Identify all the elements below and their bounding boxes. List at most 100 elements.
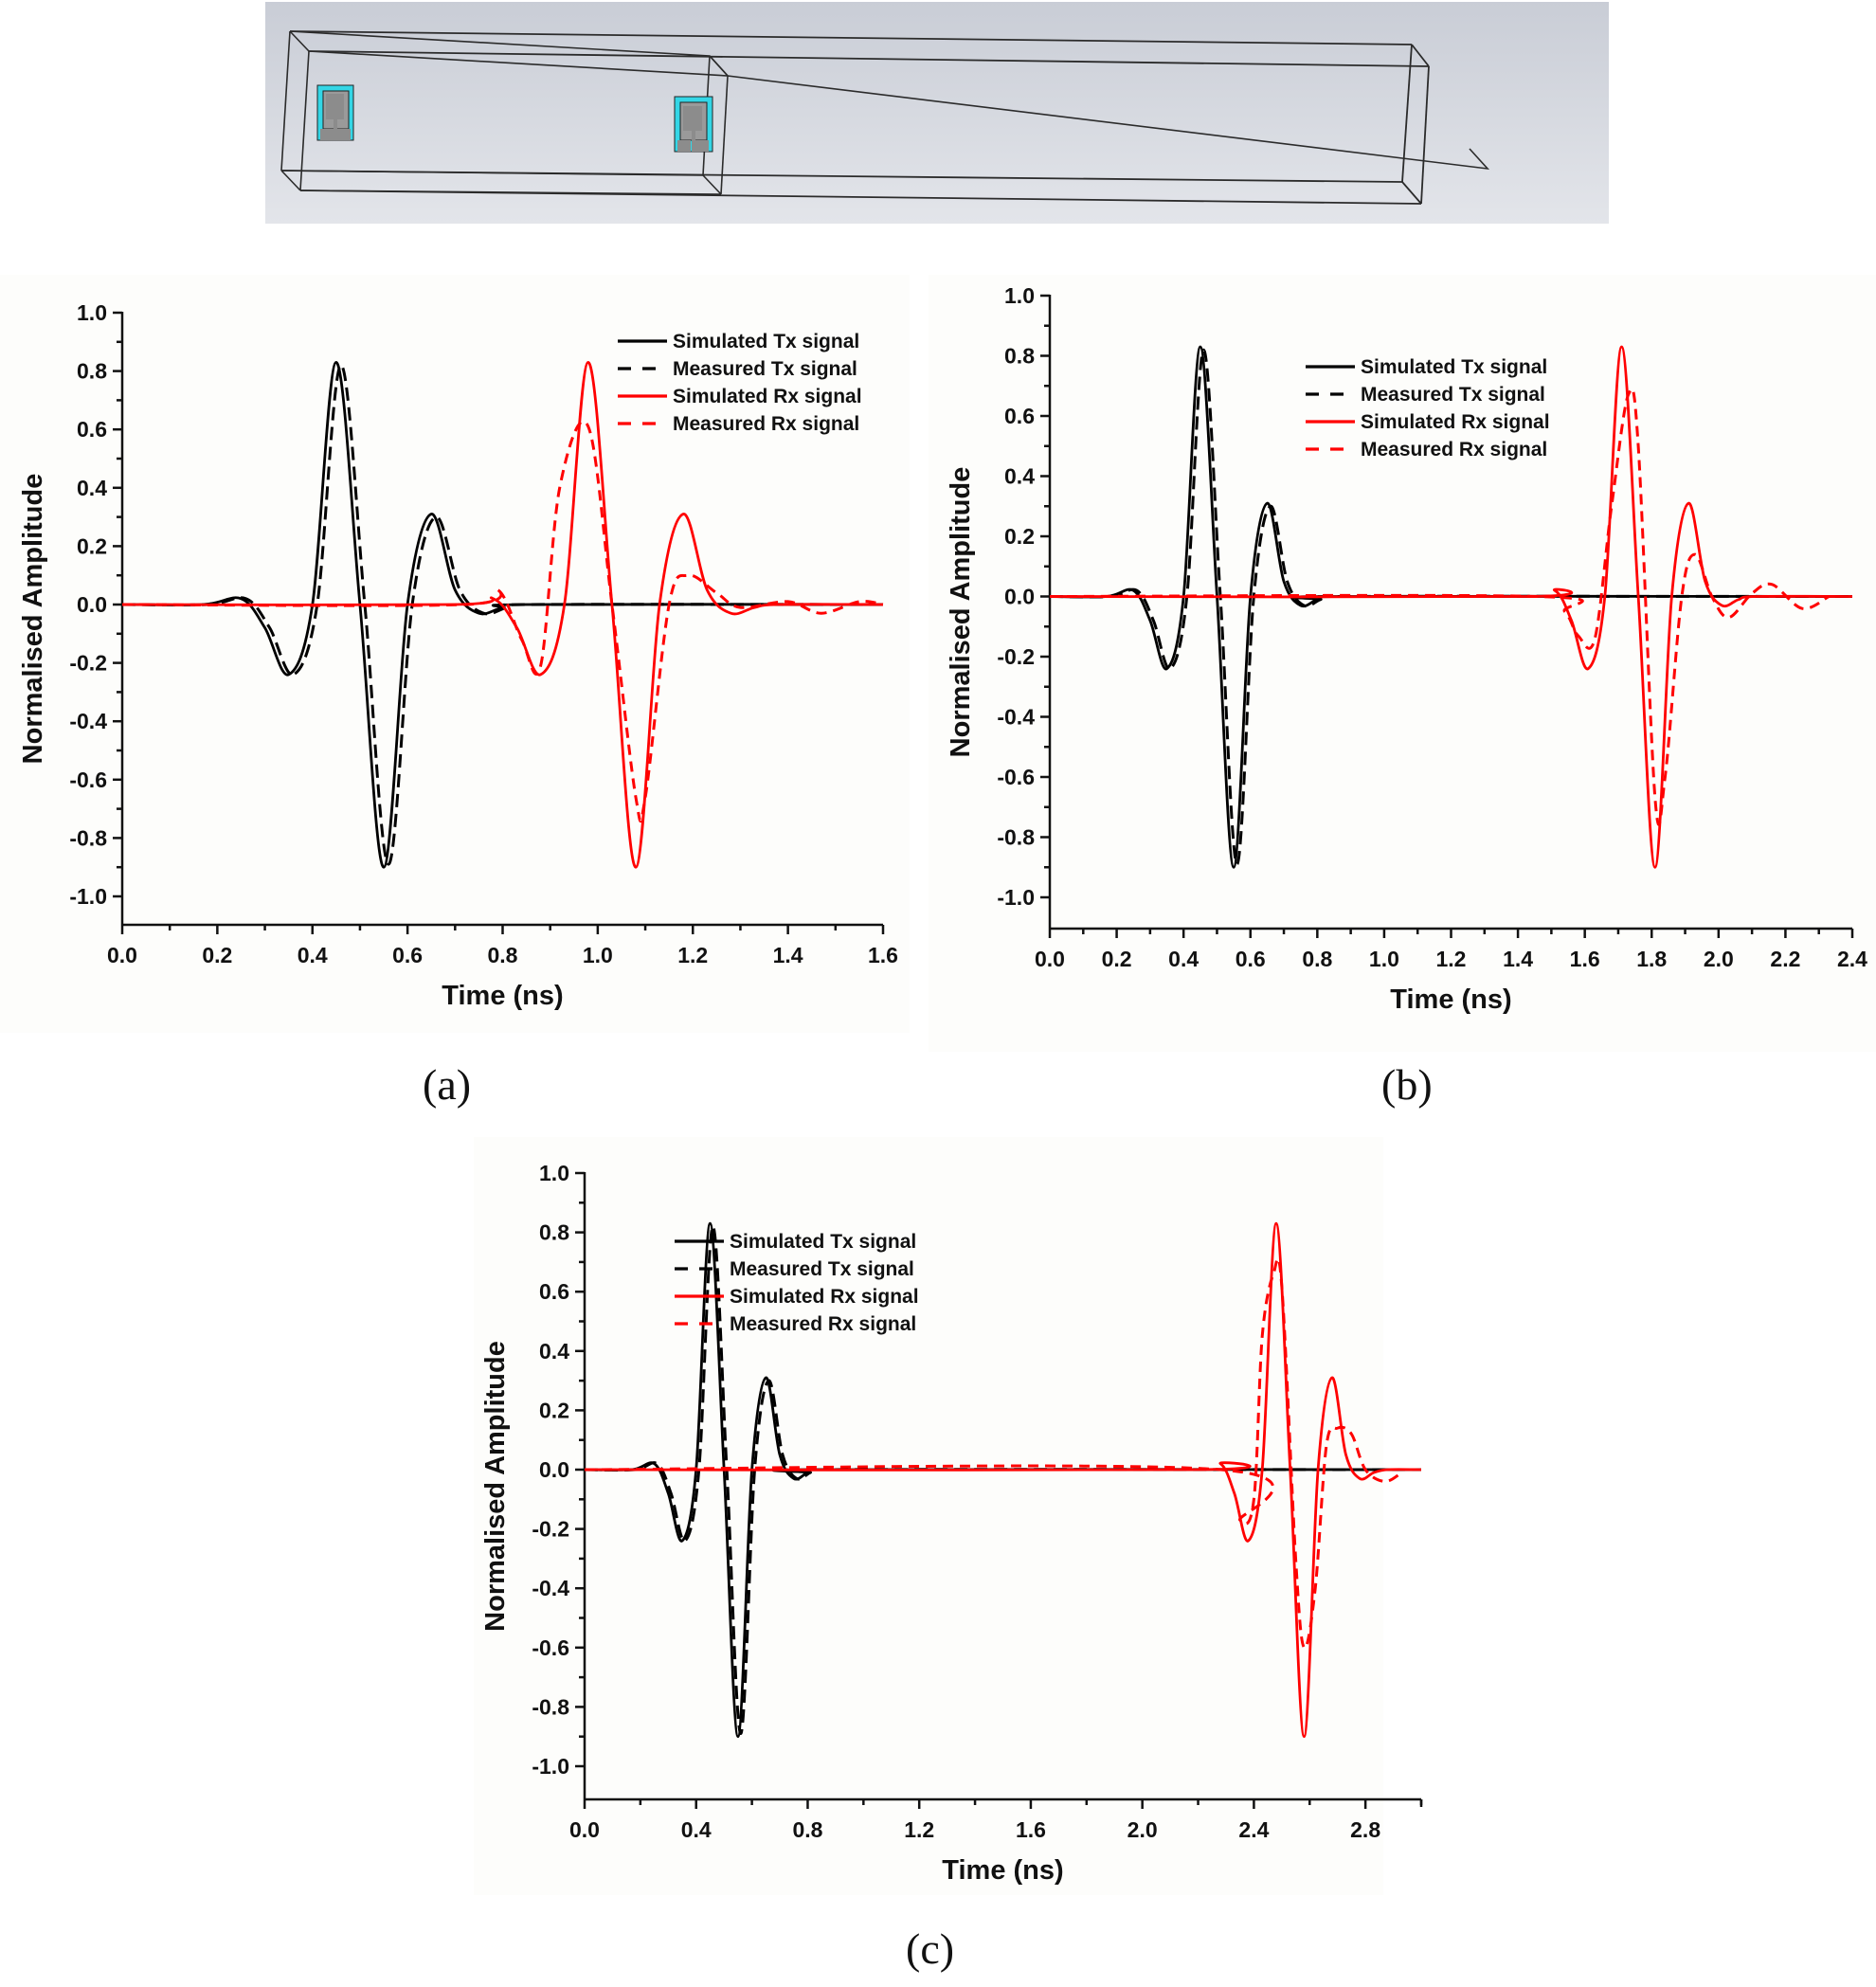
caption-c: (c) <box>906 1924 955 1973</box>
measured-tx-signal-line <box>121 363 884 866</box>
y-tick-label: 0.8 <box>1004 344 1035 369</box>
x-tick-label: 1.0 <box>583 943 613 967</box>
x-tick-label: 2.4 <box>1238 1817 1269 1842</box>
antenna-model-3d-view <box>265 2 1609 224</box>
chart-b-canvas: 1.0 0.8 0.6 0.4 0.2 0.0 -0.2 -0.4 -0.6 -0.8 -1.0 0.… <box>946 283 1867 1015</box>
chart-b: 1.0 0.8 0.6 0.4 0.2 0.0 -0.2 -0.4 -0.6 -0.8 -1.0 0.… <box>929 275 1876 1052</box>
y-tick-label: 1.0 <box>77 300 107 325</box>
legend-label: Measured Rx signal <box>730 1313 916 1335</box>
x-tick-label: 0.0 <box>1035 947 1065 971</box>
tx-antenna <box>316 84 354 141</box>
y-axis-label: Normalised Amplitude <box>18 474 48 765</box>
simulated-rx-signal-line <box>584 1221 1422 1739</box>
chart-a-canvas: 1.0 0.8 0.6 0.4 0.2 0.0 -0.2 -0.4 -0.6 -0.8 -1.0 0.… <box>18 300 898 1011</box>
chart-a: 1.0 0.8 0.6 0.4 0.2 0.0 -0.2 -0.4 -0.6 -0.8 -1.0 0.… <box>0 275 910 1033</box>
legend-label: Simulated Rx signal <box>730 1286 919 1308</box>
simulated-rx-signal-line <box>1049 345 1853 869</box>
x-axis-label: Time (ns) <box>1390 984 1511 1015</box>
y-tick-label: -0.8 <box>532 1694 569 1719</box>
legend-label: Simulated Tx signal <box>730 1231 916 1253</box>
x-tick-label: 2.8 <box>1350 1817 1380 1842</box>
chart-c-canvas: 1.0 0.8 0.6 0.4 0.2 0.0 -0.2 -0.4 -0.6 -0.8 -1.0 0.… <box>480 1161 1423 1886</box>
y-tick-label: 1.0 <box>1004 283 1035 308</box>
caption-b: (b) <box>1381 1060 1433 1109</box>
x-tick-label: 1.4 <box>1503 947 1533 971</box>
y-tick-label: 0.2 <box>539 1398 569 1422</box>
y-tick-label: 0.0 <box>77 592 107 617</box>
measured-rx-signal-line <box>1049 387 1831 826</box>
x-tick-label: 1.2 <box>1436 947 1467 971</box>
y-tick-label: -0.6 <box>532 1635 569 1660</box>
y-tick-label: -1.0 <box>532 1754 569 1779</box>
x-tick-label: 1.0 <box>1369 947 1399 971</box>
y-tick-label: -0.2 <box>532 1517 569 1542</box>
legend: Simulated Tx signal Measured Tx signal Sim… <box>1306 356 1550 461</box>
y-tick-label: 0.6 <box>1004 404 1035 428</box>
y-tick-label: -0.8 <box>69 825 107 850</box>
x-tick-label: 2.4 <box>1837 947 1867 971</box>
y-tick-label: 0.8 <box>539 1220 569 1245</box>
axes <box>575 1171 1423 1809</box>
x-tick-label: 0.2 <box>1102 947 1132 971</box>
x-tick-label: 0.4 <box>298 943 328 967</box>
simulated-tx-signal-line <box>121 361 884 869</box>
legend: Simulated Tx signal Measured Tx signal Sim… <box>675 1231 919 1335</box>
x-tick-label: 1.2 <box>677 943 708 967</box>
axes <box>113 311 885 934</box>
x-tick-label: 0.8 <box>792 1817 822 1842</box>
y-tick-label: 0.6 <box>77 417 107 442</box>
y-axis-label: Normalised Amplitude <box>480 1341 511 1632</box>
measured-rx-signal-line <box>584 1256 1403 1650</box>
caption-a: (a) <box>423 1060 472 1109</box>
x-tick-label: 0.6 <box>1236 947 1266 971</box>
y-tick-label: -0.4 <box>69 709 107 733</box>
y-tick-label: -0.6 <box>69 768 107 792</box>
x-tick-label: 0.6 <box>392 943 423 967</box>
y-tick-label: -0.4 <box>997 705 1035 730</box>
x-tick-label: 2.0 <box>1704 947 1734 971</box>
y-tick-label: 0.0 <box>1004 585 1035 609</box>
legend-label: Simulated Rx signal <box>1361 411 1550 433</box>
x-tick-label: 1.6 <box>868 943 898 967</box>
axes <box>1040 294 1854 938</box>
legend-label: Simulated Tx signal <box>1361 356 1547 378</box>
x-tick-label: 0.8 <box>488 943 518 967</box>
x-tick-label: 1.4 <box>773 943 803 967</box>
legend-label: Measured Tx signal <box>1361 384 1545 406</box>
y-tick-label: 0.6 <box>539 1279 569 1304</box>
y-tick-label: -0.2 <box>69 651 107 676</box>
y-tick-label: 0.4 <box>77 476 107 500</box>
y-tick-label: -1.0 <box>997 885 1035 910</box>
x-tick-label: 0.0 <box>107 943 137 967</box>
y-tick-label: -1.0 <box>69 884 107 909</box>
x-tick-label: 0.2 <box>202 943 232 967</box>
x-tick-label: 1.8 <box>1636 947 1667 971</box>
y-tick-label: -0.4 <box>532 1576 569 1600</box>
simulated-tx-signal-line <box>584 1221 1422 1739</box>
legend-label: Measured Rx signal <box>673 413 859 435</box>
legend-label: Simulated Rx signal <box>673 386 862 407</box>
legend-label: Measured Tx signal <box>673 358 857 380</box>
x-tick-label: 2.0 <box>1127 1817 1158 1842</box>
y-tick-label: 0.4 <box>1004 464 1035 489</box>
model-wireframe <box>280 30 1490 205</box>
x-tick-label: 0.8 <box>1302 947 1332 971</box>
x-tick-label: 0.4 <box>1168 947 1199 971</box>
y-tick-label: 0.8 <box>77 359 107 384</box>
y-tick-label: 0.4 <box>539 1339 569 1364</box>
x-tick-label: 0.0 <box>569 1817 600 1842</box>
y-axis-label: Normalised Amplitude <box>946 467 976 758</box>
measured-rx-signal-line <box>121 420 884 822</box>
x-tick-label: 1.6 <box>1016 1817 1046 1842</box>
rx-antenna <box>674 96 713 153</box>
x-tick-label: 1.2 <box>904 1817 934 1842</box>
y-tick-label: 1.0 <box>539 1161 569 1185</box>
y-tick-label: 0.2 <box>77 533 107 558</box>
chart-c: 1.0 0.8 0.6 0.4 0.2 0.0 -0.2 -0.4 -0.6 -0.8 -1.0 0.… <box>474 1137 1423 1895</box>
legend-label: Measured Rx signal <box>1361 439 1547 461</box>
simulated-rx-signal-line <box>121 361 884 869</box>
y-tick-label: 0.0 <box>539 1457 569 1482</box>
x-axis-label: Time (ns) <box>442 981 563 1011</box>
y-tick-label: -0.6 <box>997 765 1035 789</box>
x-tick-label: 1.6 <box>1570 947 1600 971</box>
